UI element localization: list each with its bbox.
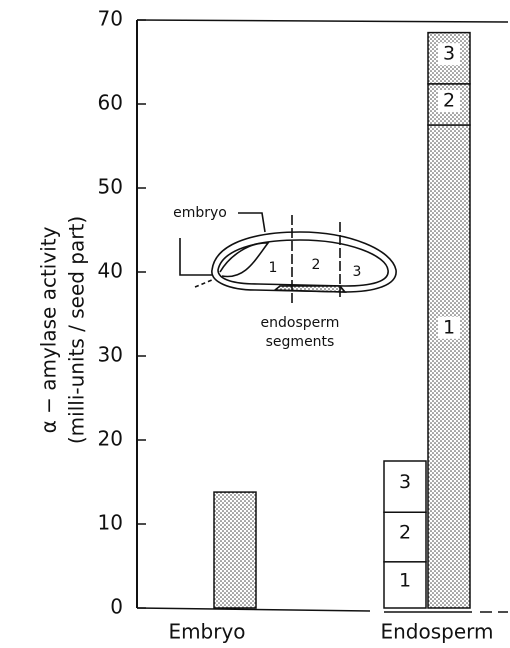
y-tick-label: 30 bbox=[98, 343, 123, 367]
inset-caption: endosperm bbox=[261, 315, 340, 331]
inset-segment: 2 bbox=[312, 257, 321, 273]
segment-label: 3 bbox=[399, 471, 411, 493]
top-frame bbox=[137, 20, 508, 22]
chart: α − amylase activity (milli-units / seed… bbox=[0, 0, 510, 648]
y-axis-label: α − amylase activity bbox=[37, 226, 61, 433]
y-axis-label: (milli-units / seed part) bbox=[65, 216, 89, 444]
segment-label: 2 bbox=[399, 522, 411, 544]
y-tick-label: 0 bbox=[110, 595, 123, 619]
bar-segment bbox=[214, 492, 256, 608]
y-tick-label: 10 bbox=[98, 511, 123, 535]
segment-label: 1 bbox=[399, 570, 411, 592]
x-tick-label: Embryo bbox=[168, 620, 245, 644]
segment-label: 2 bbox=[443, 90, 455, 112]
segment-label: 1 bbox=[443, 316, 455, 338]
inset-label: embryo bbox=[173, 205, 227, 221]
inset-diagram bbox=[180, 213, 396, 305]
x-tick-label: Endosperm bbox=[380, 620, 493, 644]
y-tick-label: 20 bbox=[98, 427, 123, 451]
inset-segment: 3 bbox=[353, 264, 362, 280]
y-tick-label: 60 bbox=[98, 91, 123, 115]
y-tick-label: 70 bbox=[98, 7, 123, 31]
segment-label: 3 bbox=[443, 43, 455, 65]
bar-segment bbox=[428, 125, 470, 608]
y-tick-label: 50 bbox=[98, 175, 123, 199]
y-tick-label: 40 bbox=[98, 259, 123, 283]
inset-caption: segments bbox=[266, 334, 335, 350]
inset-segment: 1 bbox=[269, 260, 278, 276]
